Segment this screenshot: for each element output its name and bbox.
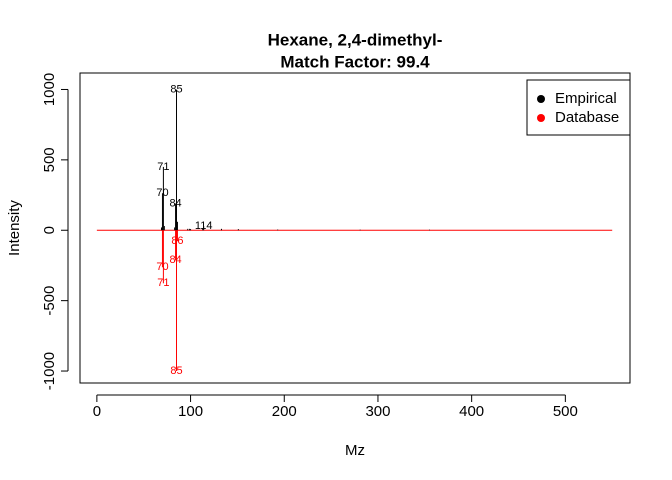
peak-label: 85: [170, 365, 182, 377]
x-tick-label: 500: [553, 403, 578, 420]
legend-marker: [537, 114, 545, 122]
legend-marker: [537, 95, 545, 103]
x-tick-label: 200: [272, 403, 297, 420]
y-tick-label: -1000: [41, 352, 58, 390]
y-tick-label: 1000: [41, 73, 58, 106]
x-tick-label: 300: [365, 403, 390, 420]
x-tick-label: 400: [459, 403, 484, 420]
y-tick-label: 500: [41, 147, 58, 172]
peak-label: 71: [157, 277, 169, 289]
peak-label: 71: [157, 161, 169, 173]
plot-box: [79, 72, 631, 384]
peak-label: 84: [169, 197, 181, 209]
peak-label: 86: [171, 235, 183, 247]
chart-title: Hexane, 2,4-dimethyl-: [268, 30, 443, 49]
peak-label: 85: [170, 84, 182, 96]
x-axis-label: Mz: [345, 442, 365, 459]
legend-label: Database: [555, 109, 619, 126]
x-tick-label: 100: [178, 403, 203, 420]
y-tick-label: 0: [41, 226, 58, 234]
x-tick-label: 0: [93, 403, 101, 420]
y-axis-label: Intensity: [6, 200, 23, 256]
y-tick-label: -500: [41, 286, 58, 316]
peak-label: 70: [156, 261, 168, 273]
legend-box: [526, 79, 631, 136]
peak-label: 114: [195, 220, 213, 232]
chart-subtitle: Match Factor: 99.4: [280, 52, 430, 71]
peak-label: 70: [156, 187, 168, 199]
peak-label: 84: [169, 254, 181, 266]
legend-label: Empirical: [555, 90, 617, 107]
